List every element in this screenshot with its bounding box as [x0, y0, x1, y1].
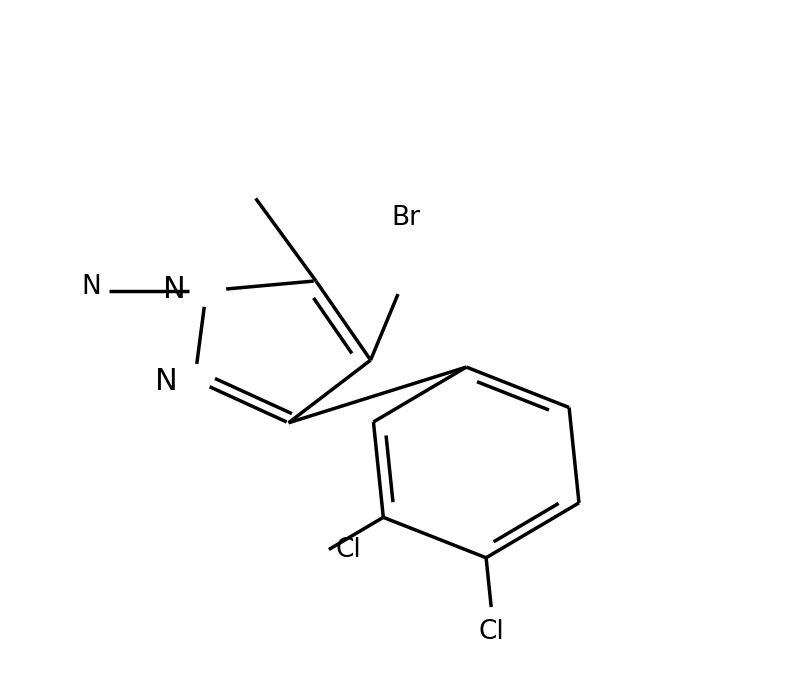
Text: N: N — [162, 275, 185, 304]
Text: Cl: Cl — [335, 537, 361, 563]
Text: Br: Br — [392, 206, 421, 231]
Text: N: N — [81, 274, 101, 301]
Text: N: N — [154, 367, 178, 396]
Text: Cl: Cl — [478, 619, 504, 645]
